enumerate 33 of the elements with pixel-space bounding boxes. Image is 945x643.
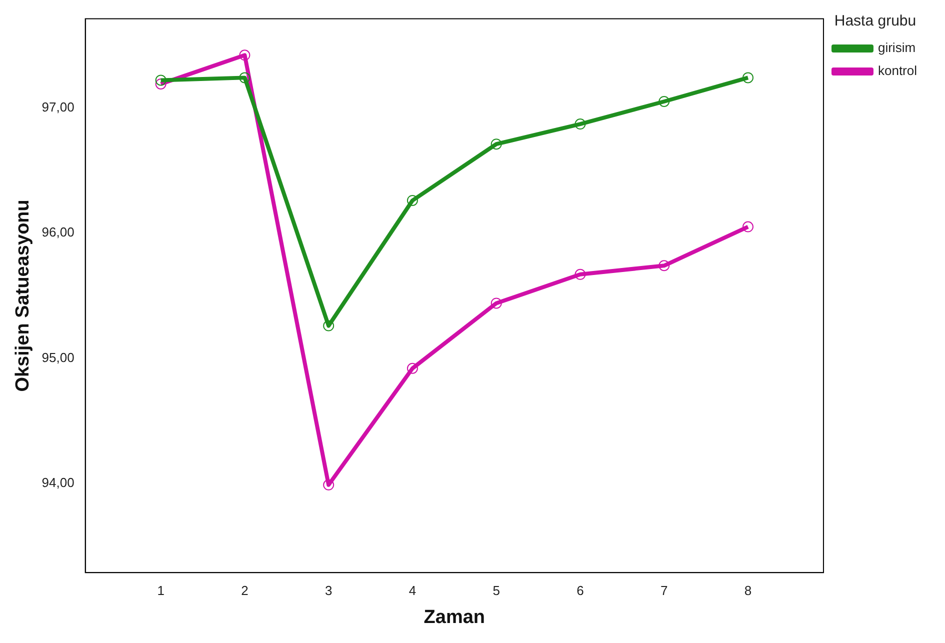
x-tick-label: 3 [324,582,332,598]
y-tick-label: 95,00 [42,350,74,365]
x-tick-label: 5 [492,582,500,598]
y-tick-label: 97,00 [42,99,74,114]
point [742,221,754,232]
legend-label: kontrol [878,63,918,78]
y-axis-title: Oksijen Satueasyonu [12,200,34,392]
point [406,194,418,206]
point [742,72,754,84]
x-axis-title: Zaman [424,606,486,628]
point [490,298,502,309]
point [574,268,586,280]
point [323,320,334,332]
x-tick-label: 6 [576,582,584,598]
point [658,96,670,107]
x-tick-label: 8 [744,582,752,598]
point [323,479,334,490]
point [574,118,586,130]
y-tick-label: 94,00 [42,475,74,490]
point [406,362,418,374]
point [155,74,166,86]
y-tick-label: 96,00 [42,224,74,240]
x-tick-label: 7 [660,582,668,598]
legend-label: girisim [878,40,916,56]
x-tick-label: 4 [408,582,416,598]
point [658,260,670,272]
x-tick-label: 2 [241,582,248,598]
x-tick-label: 1 [157,582,164,598]
point [155,78,166,90]
point [239,72,250,84]
point [239,50,250,61]
legend-title: Hasta grubu [834,12,916,30]
point [490,138,502,150]
